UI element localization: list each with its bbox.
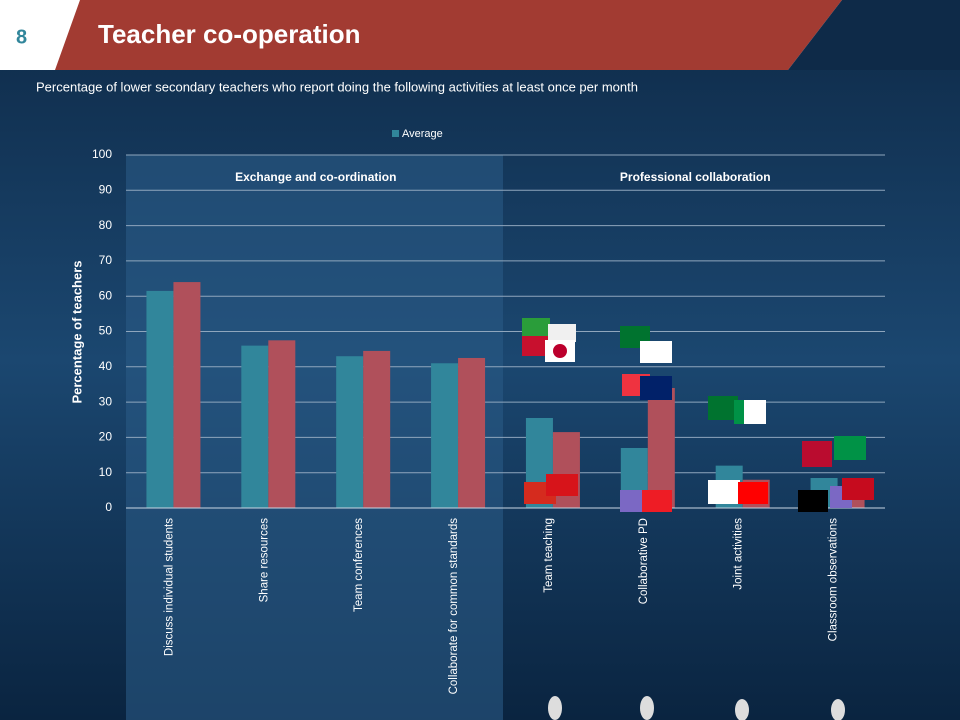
flag	[548, 324, 576, 342]
x-tick-label: Share resources	[258, 518, 270, 603]
flag	[640, 341, 672, 363]
flag-dot	[553, 344, 567, 358]
y-axis-label: Percentage of teachers	[69, 260, 84, 403]
x-tick-label: Team teaching	[543, 518, 555, 593]
bar	[458, 357, 486, 508]
flag	[546, 474, 578, 496]
decoration	[735, 699, 749, 720]
flag	[620, 490, 644, 512]
flag	[708, 396, 738, 420]
bar	[241, 345, 269, 508]
y-tick-label: 80	[99, 218, 113, 232]
slide-number: 8	[16, 26, 27, 48]
y-tick-label: 100	[92, 147, 112, 161]
flag	[640, 376, 672, 400]
flag	[834, 436, 866, 460]
flags	[522, 318, 874, 512]
flag	[642, 490, 672, 512]
bar	[146, 290, 174, 508]
slide-title: Teacher co-operation	[98, 19, 360, 49]
legend-label: Average	[402, 128, 443, 140]
header-corner	[788, 0, 960, 70]
bar	[173, 282, 201, 508]
flag	[708, 480, 740, 504]
bar	[336, 356, 364, 508]
x-tick-label: Classroom observations	[828, 518, 840, 642]
y-tick-label: 10	[99, 465, 113, 479]
y-tick-label: 50	[99, 324, 113, 338]
flag	[522, 318, 550, 336]
decoration	[831, 699, 845, 720]
flag	[798, 490, 828, 512]
y-tick-label: 0	[105, 500, 112, 514]
bar	[363, 350, 391, 508]
y-tick-label: 60	[99, 288, 113, 302]
bar	[552, 432, 580, 508]
bar	[268, 340, 296, 508]
y-tick-label: 90	[99, 182, 113, 196]
flag	[734, 400, 744, 424]
flag	[842, 478, 874, 500]
y-tick-label: 30	[99, 394, 113, 408]
y-tick-label: 40	[99, 359, 113, 373]
x-tick-label: Collaborative PD	[638, 518, 650, 604]
x-tick-label: Joint activities	[733, 518, 745, 590]
bar	[647, 387, 675, 508]
subtitle: Percentage of lower secondary teachers w…	[36, 79, 638, 94]
x-tick-label: Discuss individual students	[163, 518, 175, 656]
x-tick-label: Collaborate for common standards	[448, 518, 460, 695]
x-tick-label: Team conferences	[353, 518, 365, 612]
flag	[802, 441, 832, 467]
decoration	[640, 696, 654, 720]
bar	[431, 363, 459, 508]
flag	[738, 482, 768, 504]
decoration	[548, 696, 562, 720]
section-label: Exchange and co-ordination	[235, 170, 396, 184]
section-label: Professional collaboration	[620, 170, 771, 184]
legend-swatch	[392, 130, 399, 137]
y-tick-label: 70	[99, 253, 113, 267]
flag	[522, 336, 550, 356]
y-tick-label: 20	[99, 430, 113, 444]
title-banner	[55, 0, 842, 70]
